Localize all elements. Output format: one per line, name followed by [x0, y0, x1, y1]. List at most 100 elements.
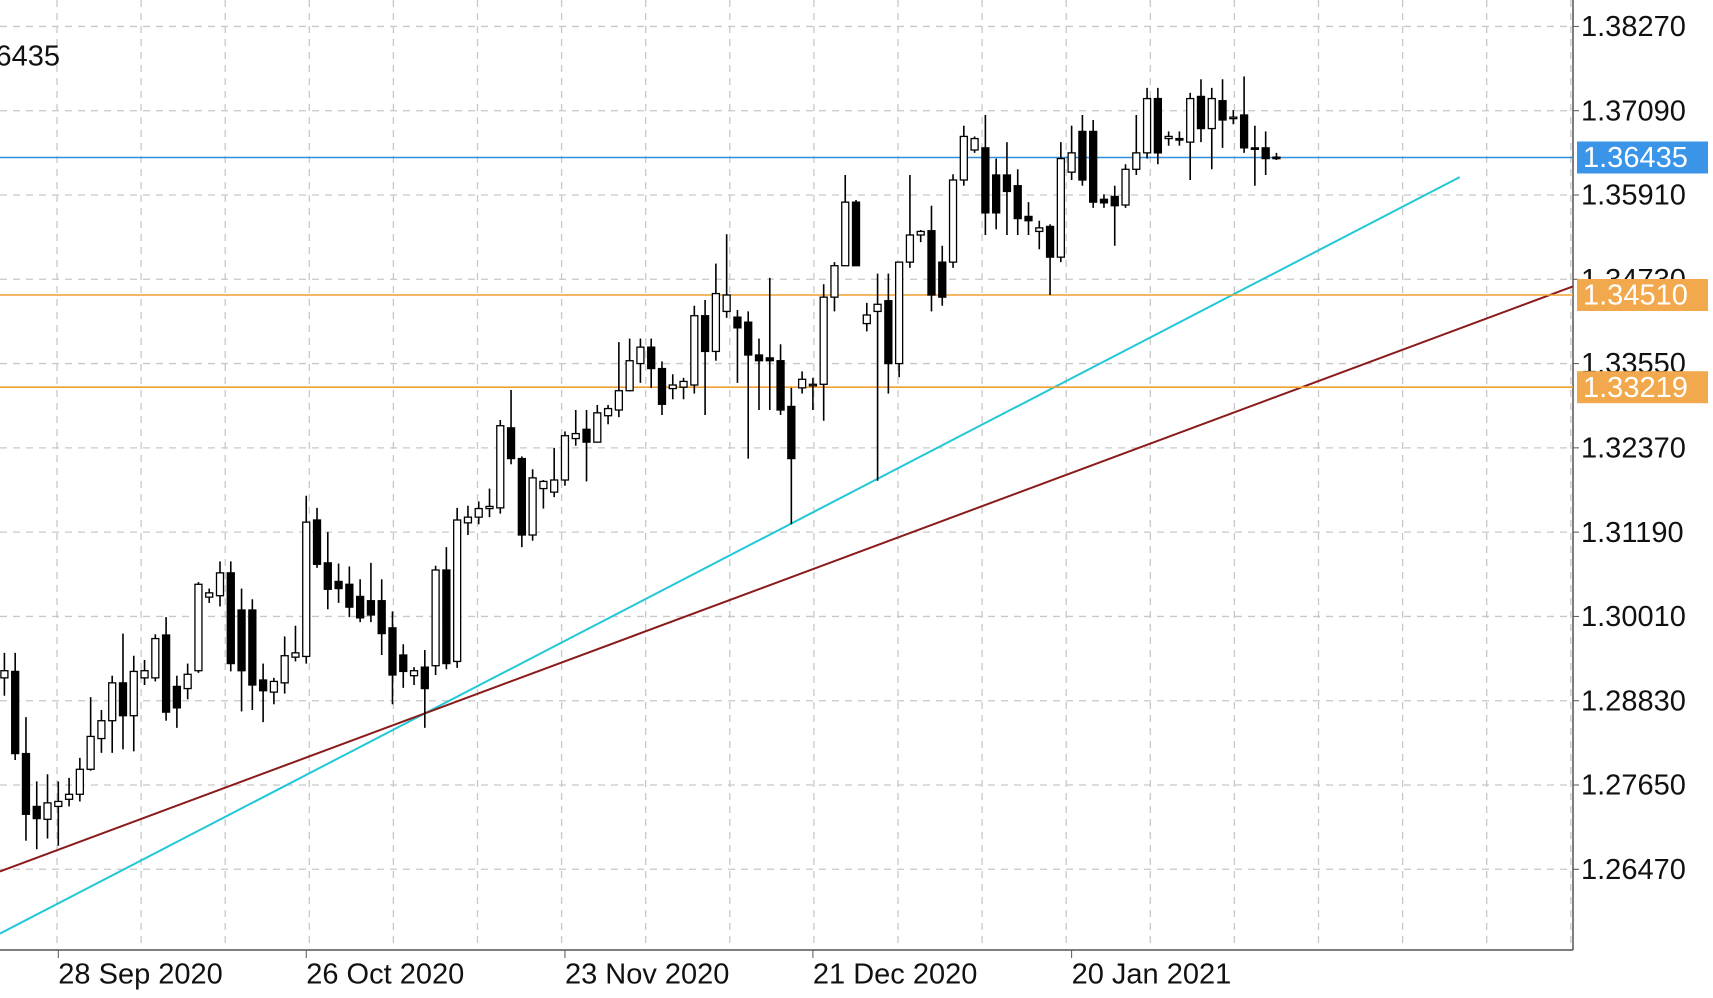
candle-body: [1045, 225, 1055, 258]
candle-body: [1153, 97, 1163, 154]
y-tick-label: 1.32370: [1581, 433, 1686, 465]
candle-body: [959, 135, 968, 181]
candle-body: [1110, 195, 1119, 207]
candle-body: [194, 583, 203, 672]
candle-body: [1067, 152, 1076, 173]
candle-body: [1207, 97, 1216, 130]
candle-body: [776, 360, 785, 411]
candle-body: [355, 595, 365, 619]
candle-body: [970, 137, 979, 151]
candle-body: [603, 407, 613, 417]
candle-body: [819, 296, 828, 385]
candle-body: [1175, 137, 1184, 141]
candle-body: [1142, 97, 1152, 154]
y-tick-label: 1.27650: [1581, 770, 1686, 802]
candle-body: [377, 600, 386, 635]
candle-body: [733, 316, 742, 329]
candle-body: [636, 346, 645, 365]
candle-body: [830, 265, 839, 298]
candle-body: [894, 261, 904, 365]
candle-body: [679, 380, 688, 388]
candle-body: [237, 609, 246, 672]
candle-body: [420, 666, 429, 690]
candle-body: [388, 627, 397, 676]
candle-body: [205, 592, 214, 598]
candle-body: [754, 354, 764, 362]
candle-body: [129, 670, 138, 717]
price-badge: [1577, 279, 1708, 311]
candle-body: [851, 201, 861, 267]
candle-body: [21, 752, 31, 815]
candle-body: [496, 425, 505, 509]
candle-body: [1261, 147, 1270, 160]
candle-body: [345, 583, 354, 608]
candle-body: [97, 720, 106, 740]
candle-body: [54, 800, 63, 808]
x-tick-label: 28 Sep 2020: [58, 959, 222, 991]
candle-body: [765, 357, 774, 362]
candle-body: [431, 569, 440, 667]
y-tick-label: 1.38270: [1581, 11, 1686, 43]
candle-body: [108, 682, 117, 722]
candle-body: [43, 802, 52, 820]
candle-body: [302, 521, 311, 658]
candle-body: [517, 457, 526, 536]
candle-body: [528, 477, 537, 536]
candle-body: [539, 480, 548, 490]
candle-body: [550, 479, 559, 493]
candle-body: [873, 303, 882, 313]
candle-body: [948, 179, 958, 263]
candle-body: [226, 572, 235, 665]
candle-body: [323, 562, 332, 590]
candle-body: [1186, 97, 1195, 143]
candle-body: [86, 735, 95, 770]
candle-body: [75, 768, 85, 795]
candle-body: [506, 427, 516, 460]
candle-body: [916, 230, 925, 236]
candle-body: [453, 519, 462, 663]
candle-body: [1218, 100, 1227, 121]
candle-body: [1272, 156, 1281, 160]
candle-body: [884, 300, 893, 365]
candle-body: [744, 321, 753, 356]
candle-body: [269, 680, 279, 693]
x-tick-label: 23 Nov 2020: [565, 959, 729, 991]
candle-body: [722, 294, 731, 313]
candle-body: [366, 600, 376, 616]
candle-body: [11, 670, 20, 755]
y-tick-label: 1.35910: [1581, 180, 1686, 212]
candle-body: [593, 412, 602, 443]
candle-body: [862, 314, 871, 325]
x-tick-label: 26 Oct 2020: [306, 959, 464, 991]
candle-body: [1132, 152, 1141, 170]
candle-body: [700, 315, 710, 353]
candle-body: [614, 390, 624, 411]
y-tick-label: 1.26470: [1581, 854, 1686, 886]
candle-body: [442, 569, 451, 665]
trendline: [0, 176, 1461, 935]
candle-body: [215, 572, 225, 597]
candle-body: [1056, 157, 1065, 258]
candle-body: [1089, 130, 1098, 203]
candle-body: [1239, 114, 1249, 149]
x-tick-label: 20 Jan 2021: [1072, 959, 1232, 991]
y-tick-label: 1.31190: [1581, 517, 1684, 549]
candle-body: [463, 516, 473, 524]
candle-body: [1024, 215, 1033, 222]
candle-body: [172, 685, 182, 709]
candle-body: [118, 682, 128, 717]
candle-body: [334, 580, 343, 590]
y-tick-label: 1.28830: [1581, 685, 1686, 717]
candle-body: [140, 670, 149, 679]
price-badge: [1577, 371, 1708, 404]
candle-body: [183, 673, 192, 690]
candle-body: [1013, 185, 1022, 220]
candle-body: [1078, 130, 1087, 181]
candle-body: [582, 428, 591, 443]
candle-body: [32, 805, 41, 820]
candle-body: [291, 652, 300, 658]
candle-body: [1035, 227, 1044, 233]
candle-body: [647, 346, 656, 370]
candle-body: [808, 383, 818, 387]
